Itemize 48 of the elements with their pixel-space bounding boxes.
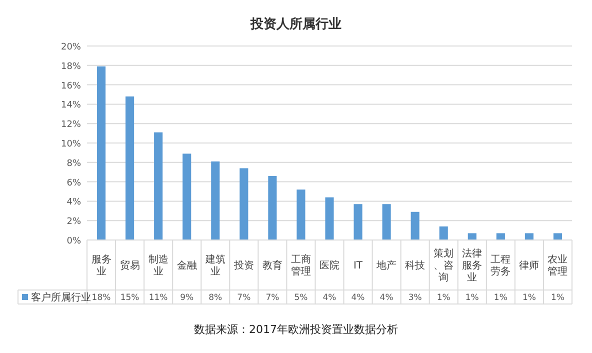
y-tick-label: 16% [60, 81, 82, 92]
data-label: 1% [550, 293, 564, 303]
x-tick-label: 制造业 [148, 254, 168, 278]
data-label: 18% [92, 293, 111, 303]
x-tick-label: 法律服务业 [462, 248, 482, 284]
data-label: 4% [322, 293, 336, 303]
x-tick-label: 投资 [232, 260, 254, 272]
x-tick-label: 策划、咨询 [434, 248, 454, 284]
y-tick-label: 20% [60, 42, 82, 52]
y-tick-label: 14% [60, 100, 82, 111]
x-tick-label: 科技 [405, 260, 426, 272]
data-label: 15% [120, 293, 140, 303]
y-tick-label: 0% [66, 236, 82, 246]
x-tick-label: 贸易 [120, 260, 140, 272]
y-tick-label: 2% [66, 217, 82, 228]
data-label: 1% [494, 293, 508, 303]
x-tick-label: 服务业 [91, 254, 112, 278]
x-tick-label: 律师 [519, 260, 540, 272]
x-tick-label: 教育 [262, 260, 282, 272]
data-label: 8% [208, 293, 222, 303]
x-tick-label: IT [354, 260, 364, 272]
data-label: 4% [351, 293, 365, 303]
data-label: 7% [266, 293, 280, 303]
y-tick-label: 18% [60, 62, 82, 72]
y-tick-label: 12% [60, 120, 82, 130]
source-note: 数据来源：2017年欧洲投资置业数据分析 [194, 323, 398, 336]
data-label: 9% [180, 293, 194, 303]
data-label: 7% [237, 293, 251, 303]
x-tick-label: 建筑业 [204, 254, 226, 278]
data-label: 1% [522, 293, 536, 303]
x-tick-label: 工商管理 [290, 254, 311, 278]
legend-label: 客户所属行业 [31, 292, 91, 304]
data-label: 11% [148, 293, 168, 303]
data-label: 4% [380, 293, 394, 303]
data-label: 1% [436, 293, 450, 303]
y-tick-label: 6% [66, 178, 82, 188]
x-tick-label: 工程劳务 [490, 254, 511, 278]
y-tick-label: 4% [66, 198, 82, 208]
x-tick-label: 地产 [376, 260, 397, 272]
data-label: 1% [465, 293, 479, 303]
data-label: 3% [408, 293, 422, 303]
x-tick-label: 医院 [320, 260, 340, 272]
x-tick-label: 农业管理 [548, 254, 568, 278]
y-tick-label: 8% [66, 158, 82, 169]
x-tick-label: 金融 [176, 260, 197, 272]
title: 投资人所属行业 [250, 17, 342, 32]
data-label: 5% [294, 293, 308, 303]
y-tick-label: 10% [60, 140, 82, 150]
